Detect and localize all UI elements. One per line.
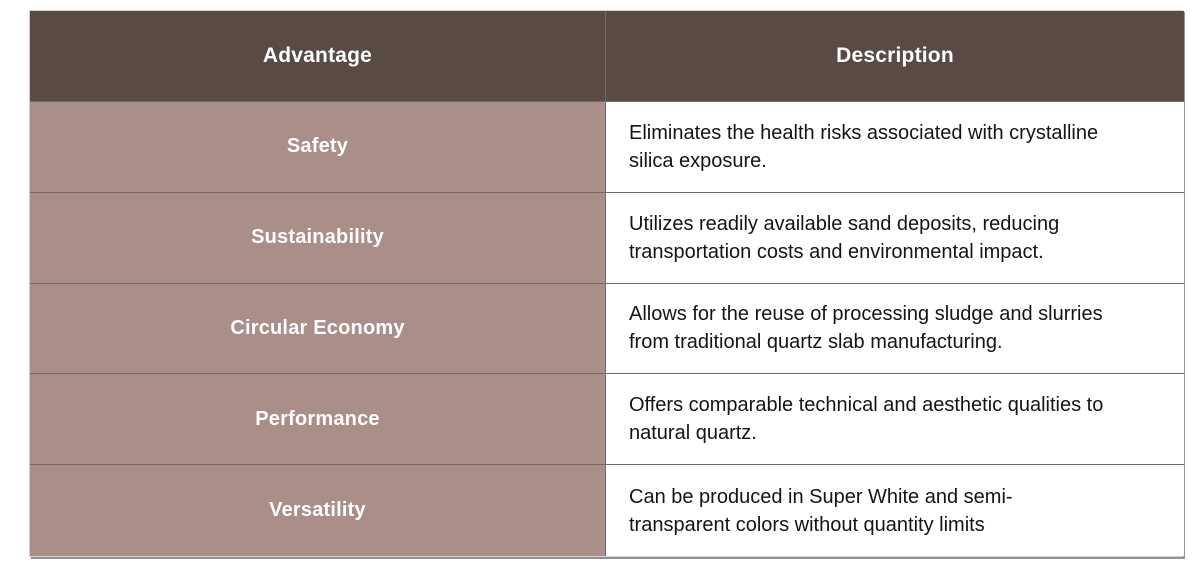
column-header-advantage: Advantage (30, 11, 606, 102)
table-row: Sustainability Utilizes readily availabl… (30, 192, 1184, 284)
header-row: Advantage Description (30, 11, 1184, 102)
description-cell: Utilizes readily available sand deposits… (606, 192, 1184, 284)
table-row: Circular Economy Allows for the reuse of… (30, 283, 1184, 375)
table-row: Safety Eliminates the health risks assoc… (30, 102, 1184, 193)
table-row: Performance Offers comparable technical … (30, 374, 1184, 466)
column-header-description: Description (606, 11, 1184, 102)
advantage-cell: Performance (30, 374, 606, 466)
table-row: Versatility Can be produced in Super Whi… (30, 465, 1184, 556)
description-cell: Can be produced in Super White and semi-… (606, 465, 1184, 556)
advantages-table: Advantage Description Safety Eliminates … (30, 11, 1184, 556)
advantage-cell: Safety (30, 102, 606, 193)
advantage-cell: Sustainability (30, 192, 606, 284)
description-cell: Eliminates the health risks associated w… (606, 102, 1184, 193)
description-cell: Allows for the reuse of processing sludg… (606, 283, 1184, 375)
advantages-table-container: Advantage Description Safety Eliminates … (29, 10, 1184, 557)
description-cell: Offers comparable technical and aestheti… (606, 374, 1184, 466)
advantage-cell: Circular Economy (30, 283, 606, 375)
advantage-cell: Versatility (30, 465, 606, 556)
